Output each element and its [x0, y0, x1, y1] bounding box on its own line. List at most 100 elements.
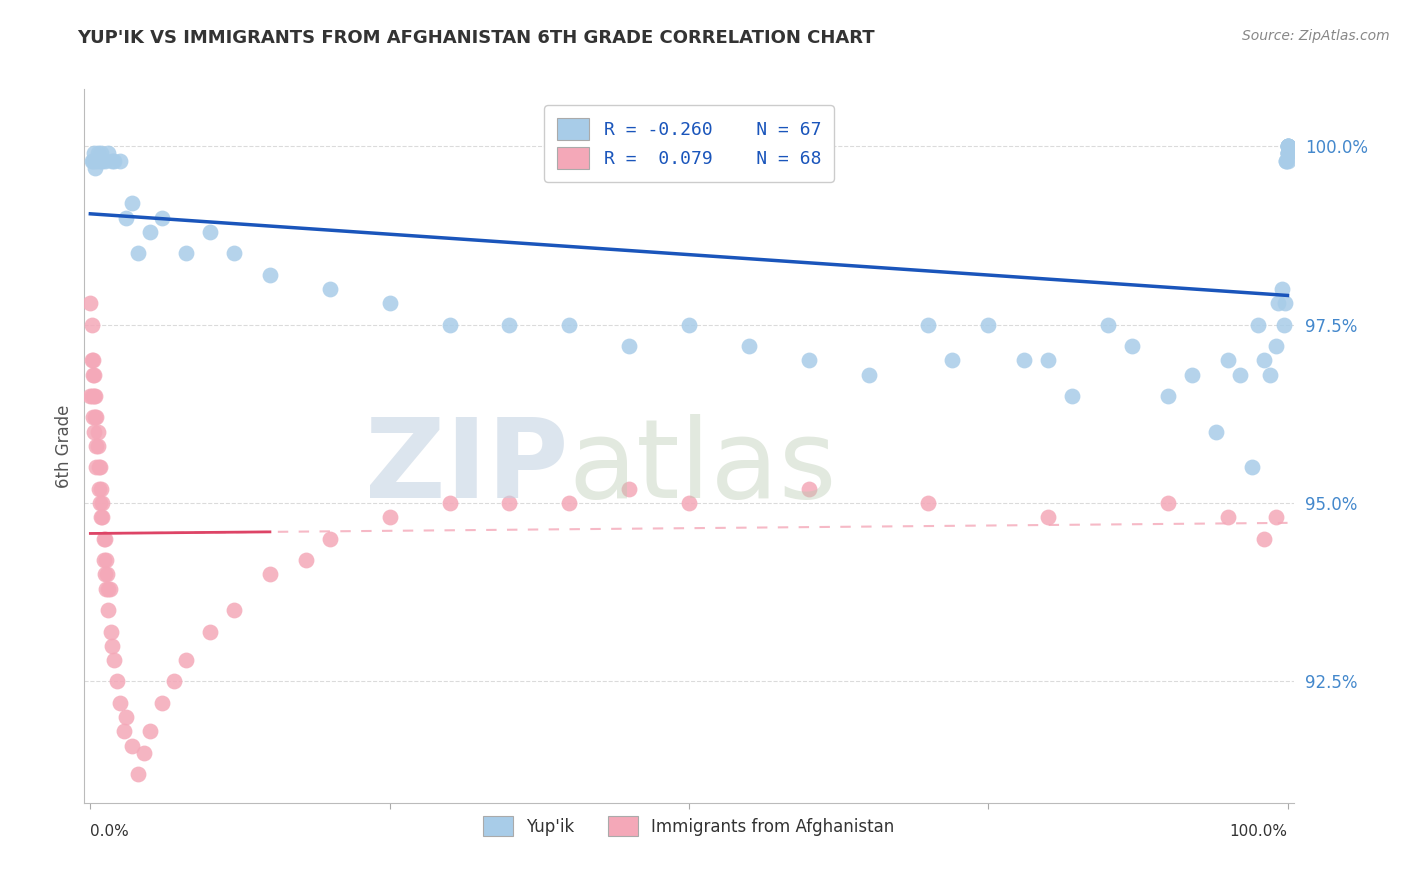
- Point: [498, 318, 520, 332]
- Point: [105, 674, 128, 689]
- Point: [80, 353, 103, 368]
- Point: [558, 318, 581, 332]
- Point: [1253, 532, 1275, 546]
- Point: [1277, 139, 1299, 153]
- Point: [86, 439, 108, 453]
- Point: [82, 368, 104, 382]
- Point: [89, 496, 111, 510]
- Point: [100, 624, 122, 639]
- Point: [1277, 153, 1299, 168]
- Point: [1240, 460, 1263, 475]
- Point: [174, 653, 197, 667]
- Point: [91, 153, 114, 168]
- Point: [1267, 296, 1289, 310]
- Point: [90, 146, 112, 161]
- Point: [198, 624, 221, 639]
- Point: [1121, 339, 1143, 353]
- Point: [222, 603, 245, 617]
- Point: [174, 246, 197, 260]
- Point: [1229, 368, 1251, 382]
- Point: [150, 696, 173, 710]
- Point: [1216, 510, 1239, 524]
- Point: [1277, 139, 1299, 153]
- Point: [139, 225, 162, 239]
- Point: [83, 389, 105, 403]
- Point: [378, 296, 401, 310]
- Point: [617, 339, 640, 353]
- Point: [82, 153, 104, 168]
- Point: [917, 318, 939, 332]
- Point: [97, 582, 120, 596]
- Point: [86, 410, 108, 425]
- Point: [1277, 139, 1299, 153]
- Point: [259, 268, 281, 282]
- Point: [134, 746, 156, 760]
- Point: [94, 582, 117, 596]
- Point: [84, 389, 107, 403]
- Point: [198, 225, 221, 239]
- Point: [87, 460, 110, 475]
- Point: [84, 161, 107, 175]
- Point: [93, 567, 115, 582]
- Point: [222, 246, 245, 260]
- Point: [150, 211, 173, 225]
- Point: [103, 653, 125, 667]
- Point: [83, 146, 105, 161]
- Point: [1036, 510, 1059, 524]
- Point: [79, 296, 101, 310]
- Point: [82, 353, 104, 368]
- Point: [91, 510, 114, 524]
- Point: [163, 674, 186, 689]
- Point: [89, 153, 111, 168]
- Point: [121, 196, 143, 211]
- Point: [1275, 153, 1298, 168]
- Point: [1157, 389, 1180, 403]
- Point: [1272, 318, 1295, 332]
- Point: [97, 146, 120, 161]
- Point: [86, 153, 108, 168]
- Point: [738, 339, 761, 353]
- Point: [319, 532, 342, 546]
- Point: [1264, 339, 1286, 353]
- Point: [1012, 353, 1035, 368]
- Point: [90, 482, 112, 496]
- Point: [1277, 139, 1299, 153]
- Point: [439, 318, 461, 332]
- Point: [112, 724, 135, 739]
- Y-axis label: 6th Grade: 6th Grade: [55, 404, 73, 488]
- Point: [83, 368, 105, 382]
- Point: [1270, 282, 1292, 296]
- Point: [1060, 389, 1083, 403]
- Point: [439, 496, 461, 510]
- Point: [96, 567, 118, 582]
- Point: [797, 482, 820, 496]
- Text: atlas: atlas: [568, 414, 837, 521]
- Point: [1274, 296, 1296, 310]
- Point: [1277, 146, 1299, 161]
- Legend: Yup'ik, Immigrants from Afghanistan: Yup'ik, Immigrants from Afghanistan: [471, 805, 907, 848]
- Point: [678, 318, 700, 332]
- Point: [797, 353, 820, 368]
- Point: [115, 211, 138, 225]
- Point: [93, 532, 115, 546]
- Point: [617, 482, 640, 496]
- Point: [86, 460, 108, 475]
- Point: [127, 767, 149, 781]
- Point: [80, 318, 103, 332]
- Point: [941, 353, 963, 368]
- Point: [93, 532, 115, 546]
- Point: [917, 496, 939, 510]
- Point: [1258, 368, 1281, 382]
- Point: [103, 153, 125, 168]
- Text: Source: ZipAtlas.com: Source: ZipAtlas.com: [1241, 29, 1389, 43]
- Point: [121, 739, 143, 753]
- Point: [80, 153, 103, 168]
- Point: [110, 696, 132, 710]
- Point: [378, 510, 401, 524]
- Point: [79, 389, 101, 403]
- Point: [1157, 496, 1180, 510]
- Text: YUP'IK VS IMMIGRANTS FROM AFGHANISTAN 6TH GRADE CORRELATION CHART: YUP'IK VS IMMIGRANTS FROM AFGHANISTAN 6T…: [77, 29, 875, 46]
- Point: [87, 482, 110, 496]
- Point: [82, 410, 104, 425]
- Text: 0.0%: 0.0%: [90, 824, 129, 839]
